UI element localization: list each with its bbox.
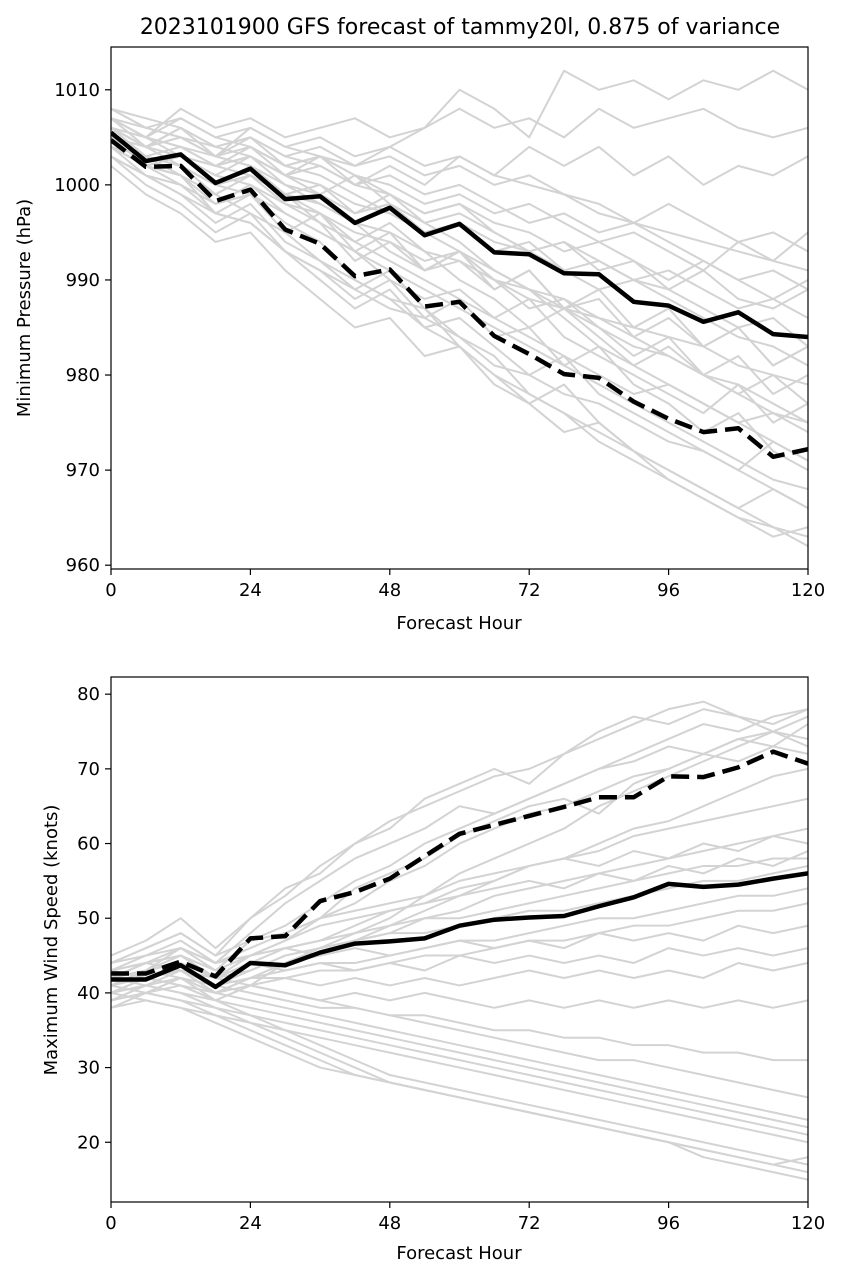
pressure-ensemble-member-10: [111, 145, 808, 491]
pressure-y-tick-label: 980: [66, 365, 100, 386]
wind-x-tick-label: 96: [657, 1213, 680, 1234]
wind-ensemble-member-3: [111, 700, 808, 964]
wind-ensemble-member-20: [111, 976, 808, 1009]
pressure-x-tick-label: 24: [239, 580, 262, 601]
wind-mean-solid-line: [111, 871, 808, 990]
wind-x-tick-label: 0: [105, 1213, 116, 1234]
pressure-y-axis-label: Minimum Pressure (hPa): [14, 199, 35, 417]
wind-mean-lines: [111, 749, 808, 990]
pressure-mean-solid-line: [111, 130, 808, 340]
pressure-y-tick-label: 1000: [54, 175, 100, 196]
pressure-y-ticks: 960 970 980 990 1000 1010: [54, 80, 111, 576]
pressure-ensemble-lines: [111, 69, 808, 548]
pressure-ensemble-member-17: [111, 117, 808, 272]
pressure-ensemble-member-24: [111, 107, 808, 291]
wind-y-tick-label: 30: [77, 1058, 100, 1079]
pressure-x-tick-label: 96: [657, 580, 680, 601]
wind-y-tick-label: 60: [77, 834, 100, 855]
pressure-ensemble-member-25: [111, 165, 808, 510]
wind-y-tick-label: 50: [77, 908, 100, 929]
wind-x-axis-label: Forecast Hour: [396, 1243, 522, 1264]
wind-y-tick-label: 20: [77, 1132, 100, 1153]
pressure-ensemble-member-15: [111, 117, 808, 367]
pressure-ensemble-member-29: [111, 145, 808, 433]
wind-ensemble-member-13: [111, 857, 808, 972]
wind-y-tick-label: 80: [77, 684, 100, 705]
pressure-x-tick-label: 72: [518, 580, 541, 601]
wind-y-tick-label: 40: [77, 983, 100, 1004]
pressure-ensemble-member-23: [111, 155, 808, 472]
pressure-ensemble-member-30: [111, 126, 808, 424]
pressure-mean-dashed-line: [111, 138, 808, 460]
wind-mean-dashed-line: [111, 749, 808, 979]
wind-ensemble-lines: [111, 700, 808, 1181]
pressure-x-tick-label: 0: [105, 580, 116, 601]
pressure-ensemble-member-28: [111, 117, 808, 186]
pressure-ensemble-member-3: [111, 69, 808, 167]
pressure-ensemble-member-2: [111, 107, 808, 139]
pressure-axes-frame: [110, 46, 809, 570]
wind-ensemble-member-24: [111, 984, 808, 1129]
pressure-x-ticks: 0 24 48 72 96 120: [105, 569, 825, 601]
wind-ensemble-member-21: [111, 969, 808, 1062]
pressure-y-tick-label: 960: [66, 555, 100, 576]
pressure-panel: 0 24 48 72 96 120 960 970 980 990 1000 1010 Foreca…: [14, 46, 825, 634]
wind-ensemble-member-25: [111, 991, 808, 1136]
wind-ensemble-member-19: [111, 962, 808, 987]
wind-ensemble-member-7: [111, 708, 808, 957]
wind-x-tick-label: 72: [518, 1213, 541, 1234]
pressure-mean-lines: [111, 130, 808, 460]
wind-ensemble-member-18: [111, 947, 808, 979]
wind-x-tick-label: 120: [791, 1213, 825, 1234]
wind-ensemble-member-11: [111, 835, 808, 964]
pressure-y-tick-label: 970: [66, 460, 100, 481]
wind-ensemble-member-28: [111, 969, 808, 1166]
pressure-y-tick-label: 1010: [54, 80, 100, 101]
wind-panel: 0 24 48 72 96 120 20 30 40 50 60 70 80 Forecast Hou…: [41, 676, 825, 1264]
pressure-x-tick-label: 120: [791, 580, 825, 601]
wind-ensemble-member-17: [111, 924, 808, 965]
wind-y-ticks: 20 30 40 50 60 70 80: [77, 684, 111, 1153]
wind-ensemble-member-1: [111, 708, 808, 979]
pressure-x-axis-label: Forecast Hour: [396, 613, 522, 634]
wind-axes-frame: [110, 676, 809, 1203]
wind-x-tick-label: 24: [239, 1213, 262, 1234]
wind-y-tick-label: 70: [77, 759, 100, 780]
pressure-y-tick-label: 990: [66, 270, 100, 291]
wind-ensemble-member-23: [111, 976, 808, 1121]
wind-ensemble-member-26: [111, 999, 808, 1144]
wind-ensemble-member-30: [111, 991, 808, 1181]
pressure-x-tick-label: 48: [378, 580, 401, 601]
wind-x-tick-label: 48: [378, 1213, 401, 1234]
wind-y-axis-label: Maximum Wind Speed (knots): [41, 805, 62, 1076]
wind-x-ticks: 0 24 48 72 96 120: [105, 1202, 825, 1234]
pressure-ensemble-member-26: [111, 126, 808, 348]
chart-title: 2023101900 GFS forecast of tammy20l, 0.8…: [140, 15, 780, 40]
